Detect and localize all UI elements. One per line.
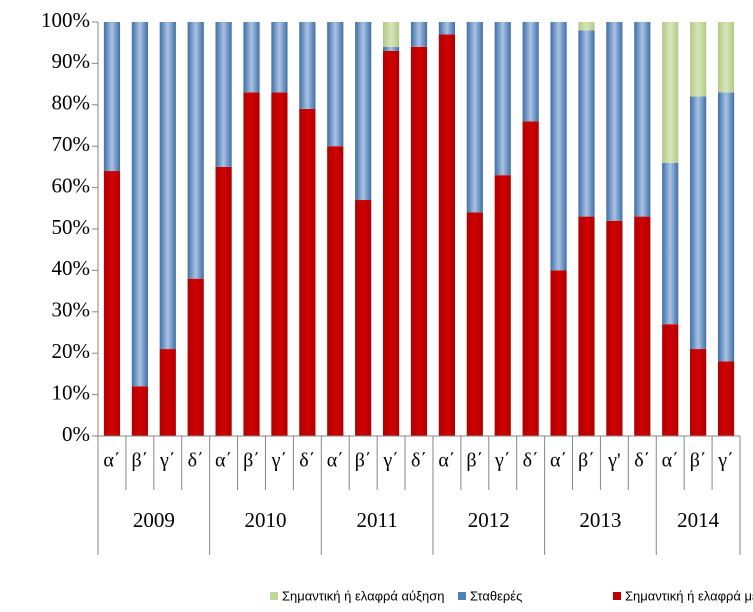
x-tick-label: δ΄ (188, 450, 204, 472)
bar-segment (606, 220, 623, 436)
bar-segment (215, 22, 232, 167)
bar-segment (131, 22, 148, 387)
bar-segment (634, 22, 651, 217)
bar-segment (494, 175, 511, 436)
bar-segment (717, 22, 735, 93)
y-tick-label: 50% (52, 215, 91, 239)
bar-segment (466, 22, 483, 213)
x-tick-label: γ΄ (271, 450, 288, 472)
group-label: 2011 (357, 508, 398, 532)
y-tick-label: 40% (52, 256, 91, 280)
bar-segment (578, 22, 595, 31)
y-tick-label: 70% (52, 132, 91, 156)
x-tick-label: β΄ (466, 450, 483, 472)
bar-segment (131, 386, 148, 436)
bar-segment (690, 96, 707, 350)
bar-segment (355, 200, 372, 436)
bar-segment (382, 46, 400, 51)
bar-segment (271, 92, 288, 436)
legend-swatch (270, 592, 278, 600)
x-tick-label: β΄ (355, 450, 372, 472)
bar-segment (578, 216, 595, 436)
bar-segment (438, 22, 456, 35)
bar-segment (550, 270, 567, 436)
bar-segment (159, 349, 176, 436)
bar-segment (271, 22, 288, 93)
bar-segment (690, 22, 707, 97)
bar-segment (494, 22, 511, 176)
x-tick-label: α΄ (327, 450, 344, 472)
bar-segment (522, 121, 539, 437)
x-tick-label: β΄ (690, 450, 707, 472)
x-tick-label: α΄ (662, 450, 679, 472)
y-tick-label: 30% (52, 298, 91, 322)
x-tick-label: γ΄ (382, 450, 399, 472)
x-tick-label: γ' (607, 450, 620, 472)
bar-segment (187, 22, 204, 279)
group-label: 2014 (677, 508, 720, 532)
bar-segment (662, 324, 679, 436)
legend-label: Σημαντική ή ελαφρά μείωση (625, 588, 753, 603)
bar-segment (662, 162, 679, 325)
bar-segment (466, 212, 483, 436)
legend-swatch (458, 592, 466, 600)
bar-segment (215, 166, 232, 436)
y-tick-label: 60% (52, 173, 91, 197)
bar-segment (410, 22, 428, 47)
bar-segment (187, 278, 204, 436)
bar-segment (382, 22, 400, 47)
x-tick-label: β΄ (578, 450, 595, 472)
y-tick-label: 80% (52, 91, 91, 115)
x-tick-label: α΄ (103, 450, 120, 472)
bar-segment (382, 50, 400, 436)
legend-label: Σταθερές (470, 588, 522, 603)
x-tick-label: γ΄ (159, 450, 176, 472)
x-tick-label: δ΄ (299, 450, 315, 472)
bar-segment (410, 46, 428, 437)
x-tick-label: δ΄ (523, 450, 539, 472)
bar-segment (717, 361, 735, 436)
x-tick-label: α΄ (438, 450, 455, 472)
y-tick-label: 100% (41, 8, 90, 32)
bar-segment (717, 92, 735, 362)
bar-segment (634, 216, 651, 436)
bar-segment (327, 146, 344, 436)
x-tick-label: γ΄ (717, 450, 734, 472)
bar-segment (243, 22, 260, 93)
bar-segment (522, 22, 539, 122)
bar-segment (299, 22, 316, 109)
x-tick-label: β΄ (243, 450, 260, 472)
bar-segment (243, 92, 260, 436)
y-tick-label: 20% (52, 339, 91, 363)
y-tick-label: 0% (62, 422, 90, 446)
x-tick-label: α΄ (550, 450, 567, 472)
bar-segment (327, 22, 344, 147)
group-label: 2012 (468, 508, 510, 532)
x-tick-label: δ΄ (411, 450, 427, 472)
x-tick-label: β΄ (131, 450, 148, 472)
bar-segment (662, 22, 679, 163)
legend-swatch (613, 592, 621, 600)
y-tick-label: 10% (52, 380, 91, 404)
x-tick-label: α΄ (215, 450, 232, 472)
bar-segment (103, 171, 121, 437)
group-label: 2013 (579, 508, 621, 532)
y-tick-label: 90% (52, 49, 91, 73)
x-tick-label: δ΄ (634, 450, 650, 472)
bar-segment (606, 22, 623, 221)
bar-segment (690, 349, 707, 436)
bar-segment (299, 108, 316, 436)
bar-segment (355, 22, 372, 201)
bar-segment (159, 22, 176, 350)
bar-segment (438, 34, 456, 437)
group-label: 2009 (133, 508, 175, 532)
group-label: 2010 (244, 508, 286, 532)
bar-segment (578, 30, 595, 217)
bar-segment (550, 22, 567, 271)
bar-segment (103, 22, 121, 172)
x-tick-label: γ΄ (494, 450, 511, 472)
legend-label: Σημαντική ή ελαφρά αύξηση (282, 588, 444, 603)
